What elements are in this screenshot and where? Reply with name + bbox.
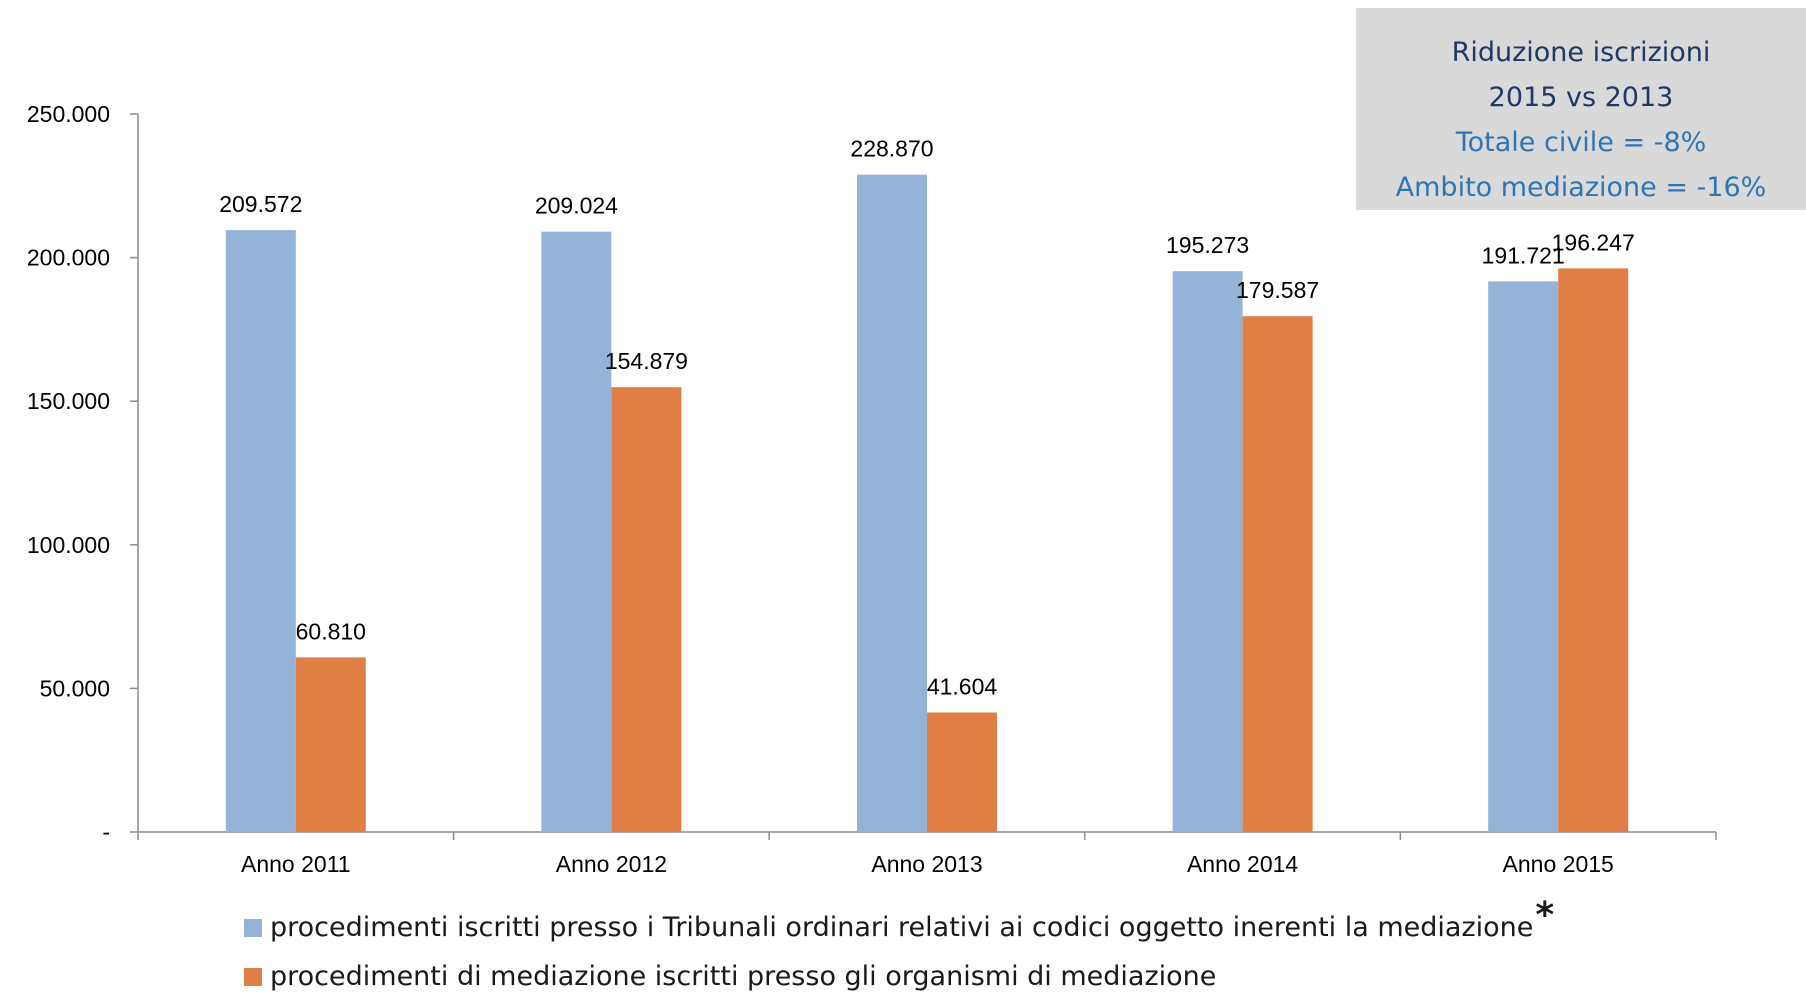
- data-label-tribunali: 195.273: [1166, 232, 1249, 258]
- data-label-mediazione: 41.604: [927, 674, 998, 700]
- y-tick-label: 200.000: [27, 245, 110, 271]
- legend-label-tribunali: procedimenti iscritti presso i Tribunali…: [270, 912, 1534, 943]
- info-total-civile: Totale civile = -8%: [1455, 127, 1707, 158]
- bar-mediazione: [927, 712, 997, 832]
- data-label-mediazione: 154.879: [605, 348, 688, 374]
- legend-swatch-mediazione: [244, 967, 262, 986]
- bar-tribunali: [225, 230, 296, 832]
- x-tick-label: Anno 2011: [241, 851, 351, 877]
- x-tick-label: Anno 2014: [1187, 851, 1298, 877]
- info-title: Riduzione iscrizioni: [1451, 37, 1711, 68]
- data-label-mediazione: 60.810: [296, 618, 366, 644]
- legend-footnote-marker: *: [1535, 895, 1555, 936]
- data-label-tribunali: 209.572: [219, 191, 302, 217]
- data-label-mediazione: 196.247: [1552, 229, 1635, 255]
- data-label-tribunali: 228.870: [850, 136, 933, 162]
- chart-labels: Anno 2011 Anno 2012 Anno 2013 Anno 2014 Anno…: [219, 136, 1635, 877]
- legend-swatch-tribunali: [244, 918, 262, 937]
- info-period: 2015 vs 2013: [1488, 82, 1674, 113]
- legend: procedimenti iscritti presso i Tribunali…: [244, 895, 1554, 1003]
- bar-mediazione: [611, 387, 682, 832]
- x-tick-label: Anno 2012: [556, 851, 667, 877]
- bar-tribunali: [1172, 271, 1243, 833]
- x-tick-label: Anno 2013: [871, 851, 982, 877]
- data-label-mediazione: 179.587: [1236, 277, 1319, 303]
- y-tick-label: 50.000: [40, 675, 110, 701]
- bar-mediazione: [1242, 316, 1313, 832]
- y-tick-label: 150.000: [27, 388, 110, 414]
- legend-label-mediazione: procedimenti di mediazione iscritti pres…: [270, 961, 1217, 992]
- data-label-tribunali: 191.721: [1482, 242, 1565, 268]
- bar-tribunali: [857, 174, 927, 832]
- legend-item-mediazione: procedimenti di mediazione iscritti pres…: [244, 954, 1554, 999]
- y-tick-label: -: [102, 819, 110, 845]
- info-box: Riduzione iscrizioni 2015 vs 2013 Totale…: [1356, 8, 1806, 210]
- chart-axes: - 50.000 100.000 150.000 200.000 250.000: [27, 101, 1717, 845]
- y-tick-label: 250.000: [27, 101, 110, 127]
- bar-tribunali: [541, 231, 612, 832]
- bar-tribunali: [1488, 281, 1559, 832]
- y-tick-label: 100.000: [27, 532, 110, 558]
- bar-mediazione: [1558, 268, 1629, 832]
- data-label-tribunali: 209.024: [535, 193, 618, 219]
- legend-item-tribunali: procedimenti iscritti presso i Tribunali…: [244, 895, 1554, 950]
- x-tick-label: Anno 2015: [1503, 851, 1614, 877]
- chart-bars: [225, 174, 1629, 833]
- info-ambito-mediazione: Ambito mediazione = -16%: [1395, 172, 1767, 203]
- bar-mediazione: [295, 657, 366, 832]
